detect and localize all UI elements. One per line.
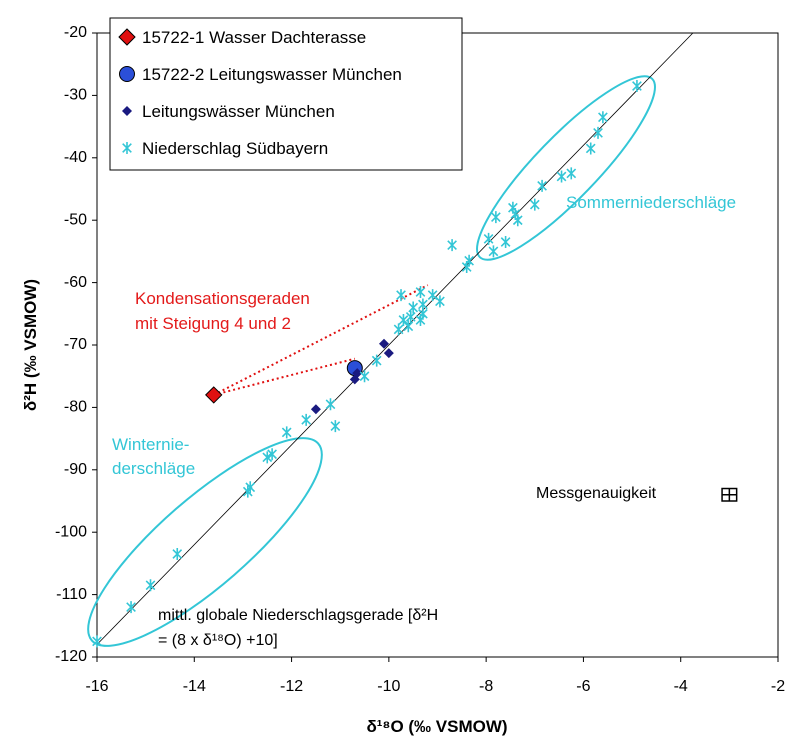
winter-ellipse [87,437,323,647]
marker [383,348,394,359]
marker [398,314,409,327]
legend [109,17,463,171]
marker [488,245,499,258]
marker [172,548,183,561]
marker [408,301,419,314]
x-tick-label: -14 [183,678,206,695]
marker [464,254,474,267]
y-tick-label: -90 [64,461,87,478]
marker [405,310,416,323]
marker [593,126,603,139]
marker [281,426,292,439]
marker [126,601,136,614]
marker [262,451,273,464]
legend-label: Niederschlag Südbayern [142,139,328,158]
x-tick-label: -4 [674,678,688,695]
x-axis-label: δ¹⁸O (‰ VSMOW) [366,717,507,736]
marker [418,298,428,311]
marker [267,448,277,461]
y-tick-label: -40 [64,149,87,166]
marker [378,338,389,349]
marker [371,354,382,367]
summer-ellipse [476,75,656,261]
y-tick-label: -120 [55,648,87,665]
marker [330,420,341,433]
annotation: mittl. globale Niederschlagsgerade [δ²H =… [158,607,438,649]
x-tick-label: -16 [85,678,108,695]
marker [529,198,540,211]
marker [393,323,404,336]
legend-marker [118,28,136,46]
marker [447,239,457,252]
marker [512,214,523,227]
legend-label: Leitungswässer München [142,102,335,121]
annotation: Kondensationsgeraden mit Steigung 4 und 2 [135,289,310,333]
marker [483,232,494,245]
precision-label: Messgenauigkeit [536,485,657,502]
marker [598,111,608,124]
marker [537,179,547,192]
y-tick-label: -70 [64,336,87,353]
marker [556,170,567,183]
marker [585,142,596,155]
marker [500,236,511,249]
marker [245,481,256,494]
marker [632,80,642,93]
y-axis-label: δ²H (‰ VSMOW) [21,279,40,411]
marker [491,211,501,224]
y-tick-label: -50 [64,211,87,228]
marker [415,285,426,298]
annotation: Sommerniederschläge [566,193,736,212]
marker [92,635,102,648]
marker [352,368,363,379]
reference-line [96,32,694,645]
condensation-line [213,284,429,396]
legend-marker [122,106,132,116]
annotation: Winternie-derschläge [112,435,195,478]
marker [403,320,414,333]
condensation-line [213,357,356,396]
marker [310,404,321,415]
y-tick-label: -80 [64,399,87,416]
x-tick-label: -6 [576,678,590,695]
x-tick-label: -10 [377,678,400,695]
legend-marker [122,142,132,154]
marker [359,370,370,383]
x-tick-label: -2 [771,678,785,695]
legend-label: 15722-2 Leitungswasser München [142,65,402,84]
y-tick-label: -30 [64,87,87,104]
x-tick-label: -12 [280,678,303,695]
y-tick-label: -20 [64,24,87,41]
marker [145,579,156,592]
legend-label: 15722-1 Wasser Dachterasse [142,28,366,47]
marker [325,398,336,411]
y-tick-label: -110 [56,586,87,603]
x-tick-label: -8 [479,678,493,695]
marker [396,289,406,302]
legend-marker [119,66,135,82]
marker [205,386,223,404]
y-tick-label: -100 [55,523,87,540]
marker [566,167,577,180]
marker [301,413,312,426]
y-tick-label: -60 [64,274,87,291]
marker [435,295,445,308]
marker [427,289,438,302]
